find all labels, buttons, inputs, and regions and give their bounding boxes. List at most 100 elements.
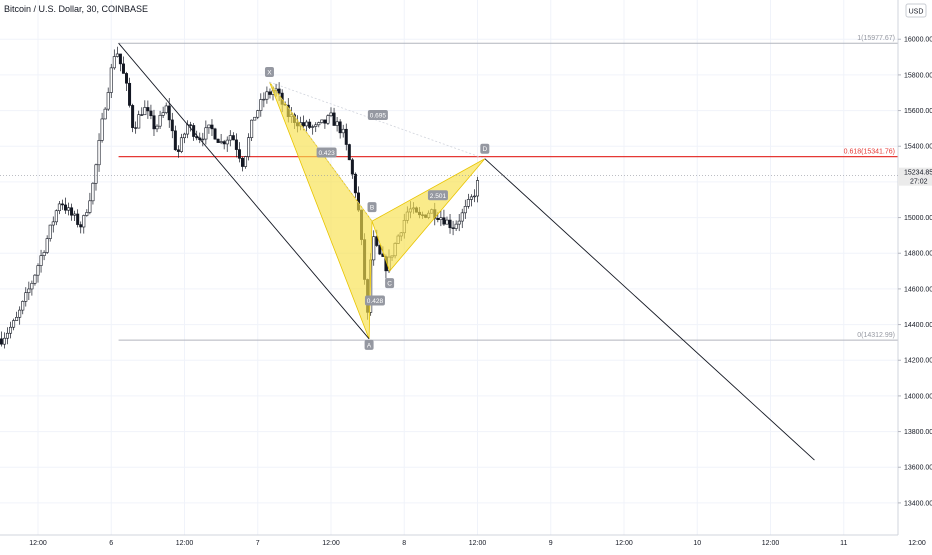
candle-body [140, 114, 144, 116]
candle-body [97, 140, 101, 166]
pattern-point-badge [480, 143, 490, 154]
candle-body [231, 135, 235, 141]
candle-body [466, 199, 470, 207]
candle-body [0, 338, 3, 345]
candle-body [350, 159, 354, 175]
candle-body [54, 210, 58, 223]
candle-body [12, 320, 16, 328]
candle-body [375, 236, 379, 246]
candle-body [262, 98, 266, 101]
candle-body [234, 139, 238, 150]
current-price-badge [898, 167, 932, 186]
candle-body [265, 91, 269, 100]
price-axis-label: 15600.00 [904, 108, 932, 115]
candle-body [228, 135, 232, 141]
price-axis-label: 13600.00 [904, 465, 932, 472]
candle-body [152, 115, 156, 130]
candle-body [94, 164, 98, 184]
candle-body [27, 288, 31, 293]
fib-level-label: 0.618(15341.76) [844, 149, 895, 156]
time-axis-label: 8 [402, 540, 406, 547]
candle-body [253, 116, 257, 121]
candle-body [472, 195, 476, 198]
current-price-countdown: 27:02 [910, 179, 928, 186]
candle-body [463, 206, 467, 214]
candle-body [277, 88, 281, 94]
candle-body [240, 158, 244, 167]
candle-body [268, 91, 272, 95]
candle-body [183, 133, 187, 139]
candle-body [338, 121, 342, 134]
candle-body [70, 207, 74, 216]
candle-body [204, 127, 208, 140]
pattern-point-badge [367, 202, 377, 213]
currency-button[interactable]: USD [905, 3, 927, 18]
candle-body [353, 173, 357, 194]
candle-body [82, 215, 86, 228]
current-price-value: 15234.85 [904, 170, 932, 177]
candle-body [76, 213, 80, 225]
candle-body [469, 196, 473, 200]
candle-body [85, 212, 89, 216]
candle-body [112, 56, 116, 69]
time-axis-label: 7 [256, 540, 260, 547]
pattern-point-label: X [267, 70, 272, 77]
candle-body [18, 309, 22, 318]
time-axis-label: 11 [840, 540, 847, 547]
candle-body [121, 63, 125, 74]
candle-body [146, 107, 150, 112]
candle-body [247, 137, 251, 157]
candle-body [57, 203, 61, 212]
price-axis-label: 14000.00 [904, 393, 932, 400]
time-axis-label: 10 [693, 540, 701, 547]
pattern-point-label: C [387, 281, 392, 288]
candle-body [30, 282, 34, 290]
candle-body [88, 200, 92, 213]
candle-body [302, 122, 306, 127]
candle-body [2, 337, 6, 345]
candle-body [311, 126, 315, 128]
candle-body [219, 141, 223, 143]
pattern-point-label: A [367, 342, 372, 349]
candle-body [137, 114, 141, 129]
candle-body [164, 105, 168, 113]
price-axis-label: 16000.00 [904, 37, 932, 44]
candle-body [216, 138, 220, 143]
time-axis-label: 12:00 [469, 540, 487, 547]
ratio-badge [364, 295, 385, 306]
candle-body [225, 139, 229, 145]
candle-body [9, 326, 13, 334]
time-axis-label: 12:00 [322, 540, 340, 547]
candle-body [201, 138, 205, 141]
pattern-point-label: D [482, 146, 487, 153]
candle-body [118, 53, 122, 65]
trend-lines [118, 42, 815, 461]
candle-body [91, 182, 95, 202]
candle-body [63, 204, 67, 211]
fib-level-label: 1(15977.67) [857, 35, 895, 42]
price-axis-background [898, 0, 932, 550]
price-axis-label: 15400.00 [904, 144, 932, 151]
price-axis-label: 13400.00 [904, 500, 932, 507]
candle-body [454, 223, 458, 229]
trend-line [484, 158, 815, 461]
fib-retracement: 1(15977.67) 0.618(15341.76) 0(14312.99) [118, 35, 898, 341]
candle-body [179, 137, 183, 152]
price-axis-label: 15800.00 [904, 72, 932, 79]
candle-body [448, 219, 452, 229]
candle-body [109, 67, 113, 93]
candle-body [457, 220, 461, 225]
candle-body [445, 219, 449, 225]
price-axis-label: 14200.00 [904, 358, 932, 365]
candle-body [314, 124, 318, 127]
pattern-point-badge [385, 278, 395, 289]
grid [0, 0, 918, 535]
candle-body [48, 224, 52, 239]
candle-body [213, 128, 217, 140]
candle-body [5, 332, 9, 339]
pattern-point-badge [364, 339, 374, 350]
price-axis-label: 14400.00 [904, 322, 932, 329]
candle-body [475, 180, 479, 197]
